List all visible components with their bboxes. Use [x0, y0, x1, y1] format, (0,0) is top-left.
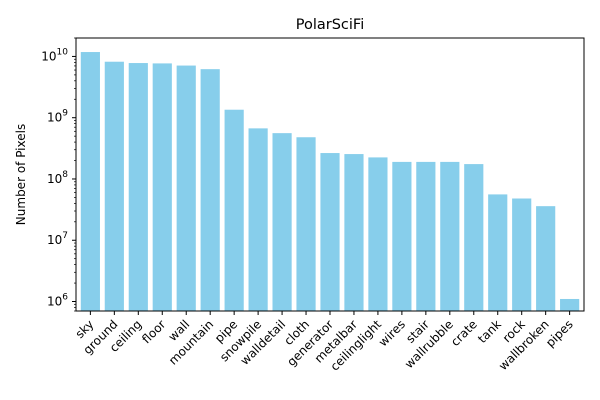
y-tick-label-exponent: 8 [62, 170, 68, 180]
bar-walldetail [272, 133, 292, 311]
y-tick-label-base: 10 [47, 295, 62, 309]
x-tick-label-wires: wires [376, 317, 408, 349]
y-tick-label-exponent: 10 [57, 47, 69, 57]
bar-ceiling [128, 63, 148, 311]
chart-title: PolarSciFi [296, 17, 365, 33]
y-tick-label: 107 [47, 231, 68, 247]
bar-wallrubble [440, 161, 460, 311]
bar-floor [152, 63, 172, 312]
bar-wall [176, 65, 196, 311]
y-tick-label-base: 10 [41, 49, 56, 63]
y-tick-label-exponent: 9 [62, 109, 68, 119]
y-tick-label-exponent: 7 [62, 231, 68, 241]
bar-crate [464, 164, 484, 311]
y-tick-label-base: 10 [47, 172, 62, 186]
bar-stair [416, 161, 436, 311]
bar-pipe [224, 109, 244, 311]
bar-mountain [200, 69, 220, 311]
y-tick-label: 109 [47, 109, 68, 125]
bar-metalbar [344, 154, 364, 311]
bar-tank [488, 194, 508, 311]
bars-layer [80, 52, 580, 312]
y-axis-title: Number of Pixels [14, 124, 28, 225]
x-tick-label-floor: floor [139, 317, 168, 346]
bar-pipes [560, 298, 580, 311]
y-tick-label-base: 10 [47, 233, 62, 247]
bar-wallbroken [536, 206, 556, 311]
y-tick-label-exponent: 6 [62, 293, 68, 303]
bar-snowpile [248, 128, 268, 311]
y-tick-label-base: 10 [47, 111, 62, 125]
y-tick-label: 108 [47, 170, 68, 186]
y-tick-label: 1010 [41, 47, 68, 63]
x-axis: skygroundceilingfloorwallmountainpipesno… [73, 311, 576, 374]
x-tick-label-tank: tank [475, 317, 504, 346]
bar-ground [104, 61, 124, 311]
y-tick-label: 106 [47, 293, 68, 309]
x-tick-label-pipes: pipes [543, 317, 576, 350]
bar-ceilinglight [368, 157, 388, 311]
bar-cloth [296, 137, 316, 311]
bar-wires [392, 161, 412, 311]
x-tick-label-crate: crate [448, 317, 480, 349]
bar-generator [320, 153, 340, 311]
bar-rock [512, 198, 532, 311]
bar-sky [80, 52, 100, 311]
